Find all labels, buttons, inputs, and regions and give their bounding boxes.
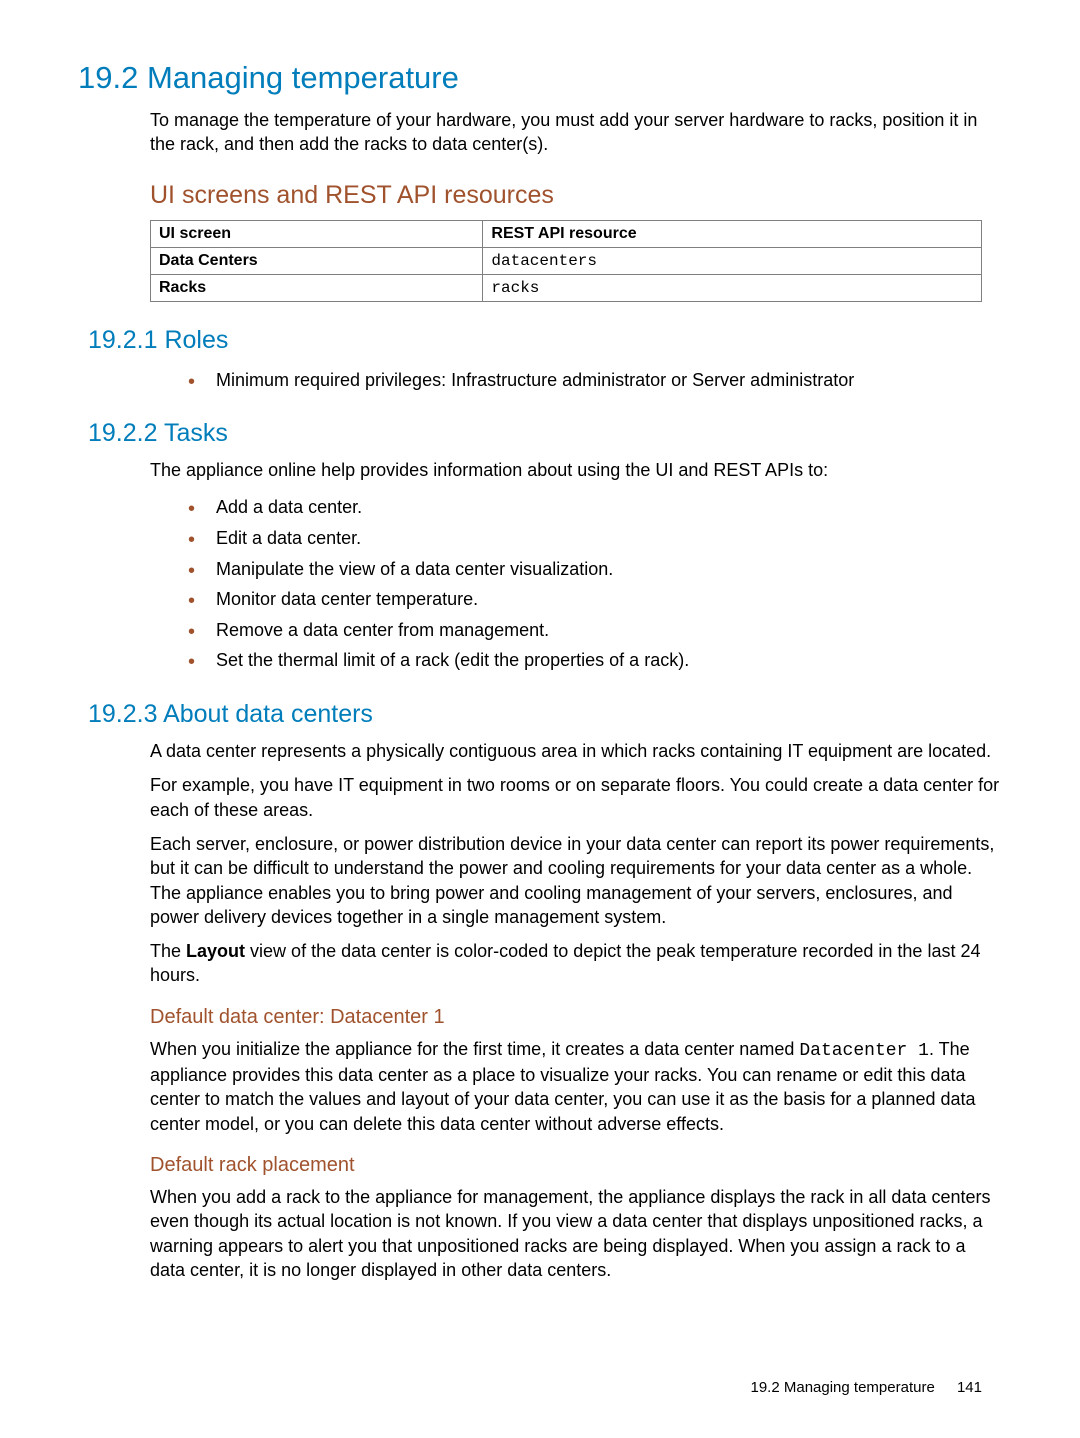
text-span: view of the data center is color-coded t…	[150, 941, 980, 985]
footer-section: 19.2 Managing temperature	[751, 1379, 935, 1396]
text-span: The	[150, 941, 186, 961]
table-cell: Data Centers	[151, 247, 483, 274]
tasks-list: Add a data center. Edit a data center. M…	[188, 492, 1002, 676]
table-cell: racks	[483, 274, 982, 301]
list-item: Remove a data center from management.	[188, 615, 1002, 646]
list-item: Edit a data center.	[188, 523, 1002, 554]
footer-page-number: 141	[957, 1379, 982, 1396]
section-intro: To manage the temperature of your hardwa…	[150, 108, 1002, 157]
roles-list: Minimum required privileges: Infrastruct…	[188, 365, 1002, 396]
roles-heading: 19.2.1 Roles	[88, 326, 1002, 355]
ui-rest-table: UI screen REST API resource Data Centers…	[150, 220, 982, 302]
table-row: Data Centers datacenters	[151, 247, 982, 274]
tasks-heading: 19.2.2 Tasks	[88, 419, 1002, 448]
list-item: Minimum required privileges: Infrastruct…	[188, 365, 1002, 396]
default-rack-p: When you add a rack to the appliance for…	[150, 1185, 1002, 1282]
default-dc-heading: Default data center: Datacenter 1	[150, 1006, 1002, 1029]
page-footer: 19.2 Managing temperature 141	[751, 1379, 983, 1396]
table-header-cell: UI screen	[151, 220, 483, 247]
tasks-intro: The appliance online help provides infor…	[150, 458, 1002, 482]
list-item: Set the thermal limit of a rack (edit th…	[188, 645, 1002, 676]
about-p4: The Layout view of the data center is co…	[150, 939, 1002, 988]
about-p3: Each server, enclosure, or power distrib…	[150, 832, 1002, 929]
table-header-cell: REST API resource	[483, 220, 982, 247]
list-item: Manipulate the view of a data center vis…	[188, 554, 1002, 585]
about-p2: For example, you have IT equipment in tw…	[150, 773, 1002, 822]
table-cell: Racks	[151, 274, 483, 301]
default-rack-heading: Default rack placement	[150, 1154, 1002, 1177]
text-span: When you initialize the appliance for th…	[150, 1039, 799, 1059]
list-item: Add a data center.	[188, 492, 1002, 523]
about-p1: A data center represents a physically co…	[150, 739, 1002, 763]
section-heading: 19.2 Managing temperature	[78, 60, 1002, 96]
about-heading: 19.2.3 About data centers	[88, 700, 1002, 729]
ui-rest-heading: UI screens and REST API resources	[150, 181, 1002, 210]
table-cell: datacenters	[483, 247, 982, 274]
list-item: Monitor data center temperature.	[188, 584, 1002, 615]
table-row: Racks racks	[151, 274, 982, 301]
default-dc-p: When you initialize the appliance for th…	[150, 1037, 1002, 1136]
code-span: Datacenter 1	[799, 1041, 929, 1061]
bold-word: Layout	[186, 941, 245, 961]
document-page: 19.2 Managing temperature To manage the …	[0, 0, 1080, 1438]
table-header-row: UI screen REST API resource	[151, 220, 982, 247]
